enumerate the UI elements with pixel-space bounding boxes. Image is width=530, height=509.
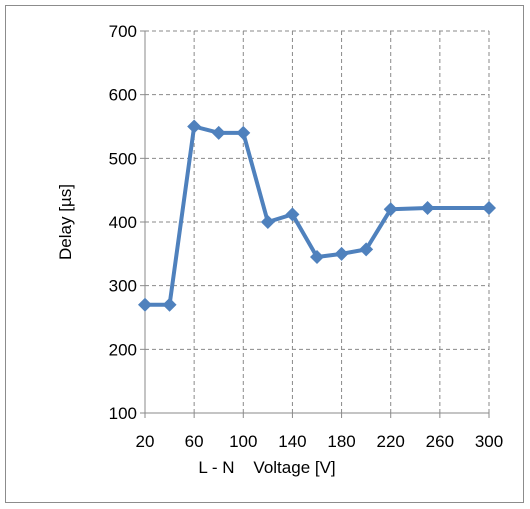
data-point-marker bbox=[187, 119, 202, 134]
data-point-marker bbox=[482, 200, 496, 215]
data-point-marker bbox=[162, 297, 177, 312]
data-point-marker bbox=[383, 202, 398, 217]
x-axis-label: L - N Voltage [V] bbox=[198, 458, 335, 477]
x-tick-label: 100 bbox=[229, 432, 257, 451]
y-tick-label: 600 bbox=[109, 86, 137, 105]
x-tick-label: 180 bbox=[327, 432, 355, 451]
data-point-marker bbox=[260, 215, 275, 229]
data-point-marker bbox=[334, 246, 349, 261]
data-point-marker bbox=[236, 125, 251, 140]
data-point-marker bbox=[359, 242, 374, 257]
x-tick-label: 20 bbox=[136, 432, 155, 451]
series-line bbox=[145, 124, 489, 307]
grid-lines bbox=[145, 30, 490, 413]
x-tick-label: 60 bbox=[185, 432, 204, 451]
y-tick-label: 200 bbox=[109, 340, 137, 359]
tick-labels: 100 200 300 400 500 600 700 20 60 100 140 180 220 260… bbox=[109, 22, 504, 451]
data-point-marker bbox=[420, 200, 435, 215]
y-tick-label: 400 bbox=[109, 213, 137, 232]
data-point-marker bbox=[310, 250, 324, 265]
data-point-marker bbox=[285, 207, 300, 222]
y-tick-label: 500 bbox=[109, 149, 137, 168]
chart-frame bbox=[5, 5, 524, 503]
y-tick-label: 300 bbox=[109, 277, 137, 296]
data-point-marker bbox=[211, 125, 226, 140]
data-point-marker bbox=[138, 297, 152, 312]
y-axis-label: Delay [µs] bbox=[56, 184, 75, 260]
x-tick-label: 260 bbox=[426, 432, 454, 451]
x-tick-label: 300 bbox=[475, 432, 503, 451]
axes bbox=[140, 30, 490, 418]
y-tick-label: 700 bbox=[109, 22, 137, 41]
x-tick-label: 220 bbox=[377, 432, 405, 451]
y-tick-label: 100 bbox=[109, 404, 137, 423]
series-layer bbox=[138, 119, 496, 312]
x-tick-label: 140 bbox=[278, 432, 306, 451]
